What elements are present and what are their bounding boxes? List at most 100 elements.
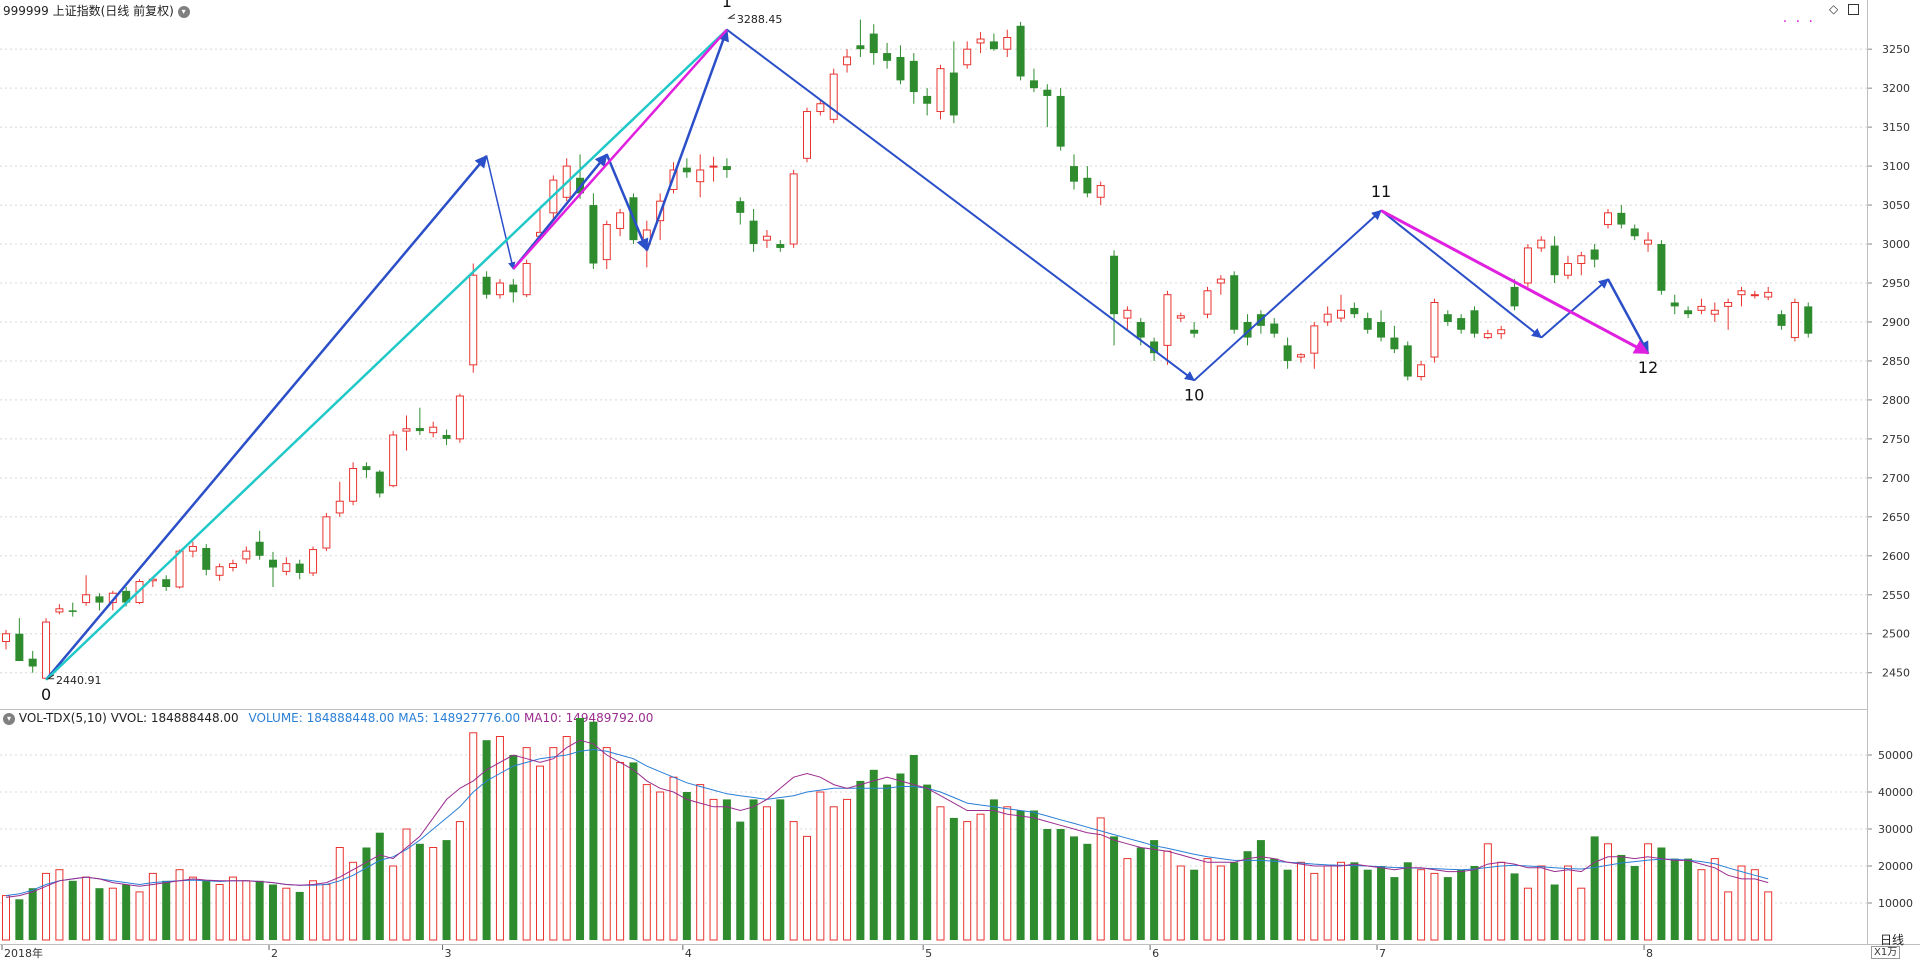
candle-up (242, 550, 251, 560)
volume-bar-up (469, 732, 478, 941)
candle-down (1617, 212, 1626, 225)
month-label: 3 (445, 947, 452, 960)
ma5-value: MA5: 148927776.00 (398, 711, 521, 725)
volume-bar-down (269, 884, 277, 940)
volume-bar-down (1470, 866, 1479, 940)
y-tick-label: 20000 (1878, 860, 1913, 873)
candle-down (1443, 314, 1452, 322)
candle-up (335, 500, 344, 514)
candle-down (1777, 314, 1786, 326)
chart-title: 999999 上证指数(日线 前复权) (3, 4, 174, 18)
unit-label[interactable]: X1万 (1871, 946, 1901, 959)
volume-bar-down (1684, 858, 1693, 940)
candle-up (1644, 239, 1653, 245)
volume-bar-down (1190, 869, 1199, 940)
volume-bar-up (1523, 887, 1532, 941)
diamond-icon[interactable]: ◇ (1828, 2, 1839, 16)
wave-line (605, 153, 649, 252)
candle-up (1296, 354, 1305, 358)
volume-bar-up (669, 776, 678, 941)
volume-bar-up (549, 747, 558, 941)
candle-up (602, 224, 611, 261)
candle-up (1216, 278, 1225, 284)
y-tick-label: 2700 (1882, 472, 1910, 485)
volume-bar-down (949, 817, 958, 940)
wave-label: 11 (1371, 182, 1391, 201)
candle-down (1510, 286, 1519, 307)
y-tick-label: 3050 (1882, 199, 1910, 212)
volume-indicator-name: VOL-TDX(5,10) (18, 711, 107, 725)
volume-bar-down (1070, 836, 1078, 940)
volume-bar-up (1430, 872, 1439, 941)
chevron-down-icon[interactable]: ▾ (3, 712, 15, 725)
volume-bar-down (415, 843, 424, 940)
period-label[interactable]: 日线 (1880, 933, 1905, 947)
bottom-bar: 2018年 2 3 4 5 6 7 8 X1万 日线 (0, 933, 1920, 961)
candle-down (1230, 275, 1239, 330)
candle-up (1337, 309, 1345, 319)
volume-bar-down (202, 880, 211, 940)
volume-bar-up (963, 821, 972, 941)
wave-line (512, 28, 728, 270)
volume-bar-up (656, 791, 665, 941)
candle-down (1150, 341, 1159, 354)
price-chart-panel[interactable]: 999999 上证指数(日线 前复权) ▾ ◇ · · · 2450 2500 25… (0, 0, 1910, 710)
candlestick-chart: 2450 2500 2550 2600 2650 2700 2750 2800 2850 2900… (0, 0, 1910, 704)
candle-down (1403, 345, 1412, 377)
volume-bar-down (1363, 869, 1372, 940)
window-icon[interactable] (1848, 4, 1859, 15)
volume-bar-up (1563, 865, 1572, 941)
volume-bar-down (1510, 873, 1519, 940)
volume-bar-up (1644, 843, 1653, 941)
volume-bar-up (536, 765, 544, 941)
volume-bar-down (1083, 843, 1092, 940)
candle-up (1123, 309, 1132, 319)
volume-bar-up (322, 884, 331, 941)
candle-down (1630, 228, 1639, 237)
candle-down (883, 53, 892, 61)
candle-down (1457, 318, 1466, 330)
candle-up (282, 563, 291, 572)
volume-bar-down (1590, 836, 1599, 940)
candle-down (509, 284, 518, 293)
candle-up (1163, 294, 1172, 346)
candle-down (869, 33, 878, 54)
candle-up (215, 566, 224, 576)
candle-up (1724, 301, 1733, 307)
candle-down (1390, 337, 1399, 350)
volume-bar-down (1550, 884, 1559, 940)
candle-down (1590, 249, 1599, 260)
candle-down (1684, 310, 1693, 315)
volume-bar-down (989, 799, 998, 940)
candle-down (1670, 302, 1679, 307)
candle-down (856, 45, 865, 50)
volume-bar-up (709, 798, 718, 941)
candle-up (402, 428, 411, 432)
volume-bar-down (896, 773, 905, 940)
volume-bar-down (1670, 858, 1679, 940)
candle-up (175, 550, 184, 588)
volume-bar-up (429, 847, 438, 941)
candle-up (1697, 305, 1706, 311)
top-right-tools: ◇ (1823, 2, 1859, 16)
volume-bar-down (162, 880, 171, 940)
volume-bar-down (1350, 862, 1359, 940)
volume-bar-down (1016, 810, 1025, 940)
candle-up (829, 73, 838, 120)
y-tick-label: 2450 (1882, 667, 1910, 680)
chevron-down-icon[interactable]: ▾ (177, 5, 190, 18)
candle-down (989, 41, 998, 50)
volume-bar-down (1136, 847, 1145, 940)
candle-down (1470, 310, 1479, 334)
candle-up (322, 516, 331, 549)
volume-bar-down (1056, 829, 1065, 940)
candle-down (896, 56, 905, 81)
volume-bar-up (188, 876, 197, 941)
candle-up (1430, 301, 1439, 358)
volume-bar-up (242, 880, 251, 941)
price-annotation: 3288.45 (737, 13, 783, 26)
volume-chart-panel[interactable]: ▾ VOL-TDX(5,10) VVOL: 184888448.00 VOLUM… (0, 710, 1913, 944)
candle-up (616, 212, 625, 229)
candle-down (949, 72, 958, 116)
vvol-value: VVOL: 184888448.00 (110, 711, 239, 725)
